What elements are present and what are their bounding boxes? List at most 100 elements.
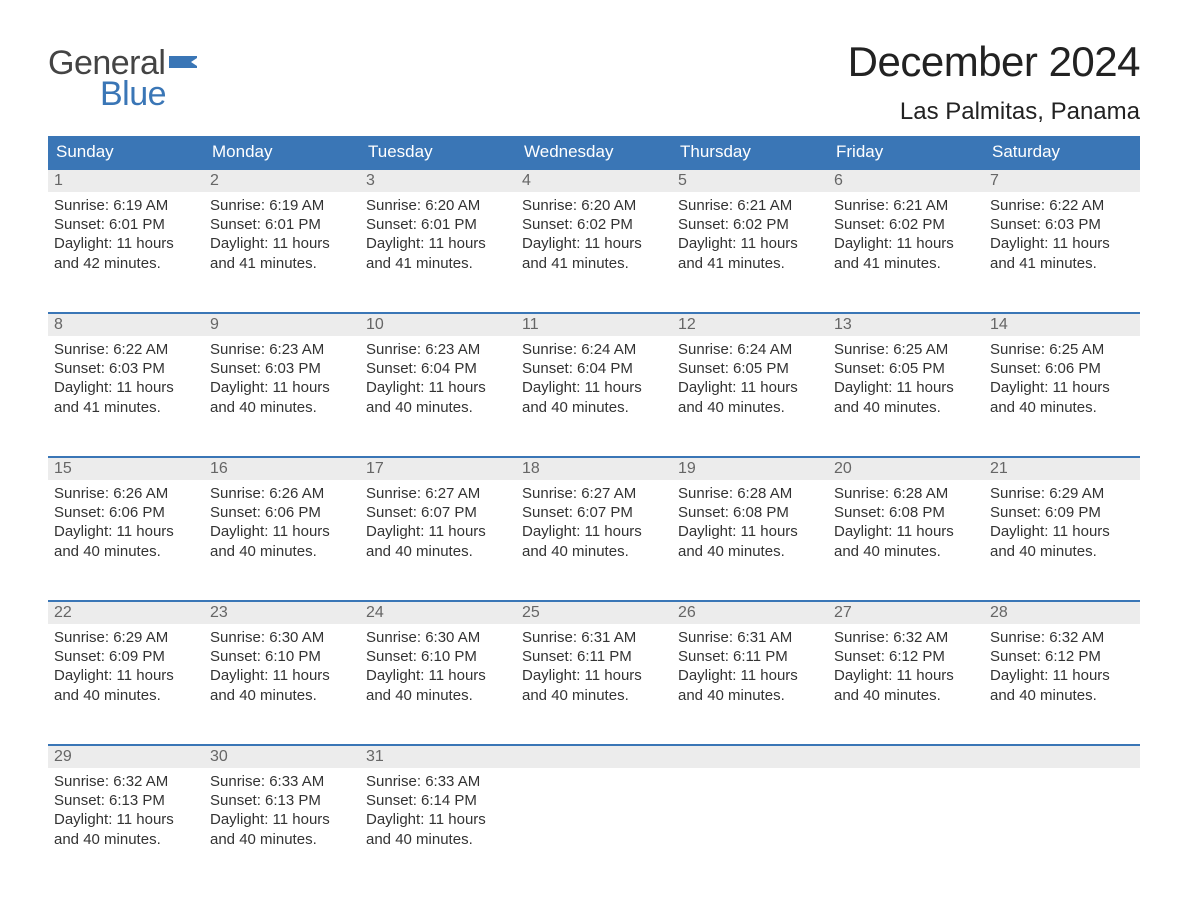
header: General Blue December 2024 Las Palmitas,… <box>48 24 1140 126</box>
day-number-bar: 20 <box>828 458 984 480</box>
day-body: Sunrise: 6:32 AMSunset: 6:13 PMDaylight:… <box>48 768 204 853</box>
daylight-text: and 40 minutes. <box>522 398 666 417</box>
sunrise-text: Sunrise: 6:29 AM <box>54 628 198 647</box>
sunset-text: Sunset: 6:05 PM <box>834 359 978 378</box>
daylight-text: Daylight: 11 hours <box>366 666 510 685</box>
daylight-text: Daylight: 11 hours <box>522 522 666 541</box>
day-body: Sunrise: 6:20 AMSunset: 6:02 PMDaylight:… <box>516 192 672 277</box>
day-body: Sunrise: 6:20 AMSunset: 6:01 PMDaylight:… <box>360 192 516 277</box>
day-body: Sunrise: 6:27 AMSunset: 6:07 PMDaylight:… <box>516 480 672 565</box>
day-body: Sunrise: 6:30 AMSunset: 6:10 PMDaylight:… <box>360 624 516 709</box>
month-title: December 2024 <box>848 38 1140 86</box>
day-body: Sunrise: 6:26 AMSunset: 6:06 PMDaylight:… <box>204 480 360 565</box>
sunset-text: Sunset: 6:02 PM <box>678 215 822 234</box>
day-number-bar: 8 <box>48 314 204 336</box>
day-body: Sunrise: 6:23 AMSunset: 6:03 PMDaylight:… <box>204 336 360 421</box>
day-body: Sunrise: 6:28 AMSunset: 6:08 PMDaylight:… <box>672 480 828 565</box>
day-cell: 7Sunrise: 6:22 AMSunset: 6:03 PMDaylight… <box>984 170 1140 292</box>
daylight-text: Daylight: 11 hours <box>54 666 198 685</box>
day-body: Sunrise: 6:27 AMSunset: 6:07 PMDaylight:… <box>360 480 516 565</box>
day-number: 15 <box>54 460 72 477</box>
day-number-bar: . <box>984 746 1140 768</box>
day-number-bar: . <box>516 746 672 768</box>
daylight-text: and 40 minutes. <box>366 686 510 705</box>
day-number-bar: 28 <box>984 602 1140 624</box>
dow-cell: Saturday <box>984 136 1140 168</box>
day-body: Sunrise: 6:33 AMSunset: 6:13 PMDaylight:… <box>204 768 360 853</box>
daylight-text: and 41 minutes. <box>54 398 198 417</box>
day-cell: 24Sunrise: 6:30 AMSunset: 6:10 PMDayligh… <box>360 602 516 724</box>
day-cell: 31Sunrise: 6:33 AMSunset: 6:14 PMDayligh… <box>360 746 516 868</box>
day-number: 26 <box>678 604 696 621</box>
sunrise-text: Sunrise: 6:22 AM <box>990 196 1134 215</box>
day-body: Sunrise: 6:32 AMSunset: 6:12 PMDaylight:… <box>828 624 984 709</box>
day-cell: 27 Sunrise: 6:32 AMSunset: 6:12 PMDayligh… <box>828 602 984 724</box>
day-number: 30 <box>210 748 228 765</box>
sunset-text: Sunset: 6:04 PM <box>366 359 510 378</box>
daylight-text: Daylight: 11 hours <box>522 666 666 685</box>
day-number: 28 <box>990 604 1008 621</box>
sunset-text: Sunset: 6:08 PM <box>678 503 822 522</box>
dow-cell: Wednesday <box>516 136 672 168</box>
daylight-text: Daylight: 11 hours <box>834 522 978 541</box>
day-number-bar: 2 <box>204 170 360 192</box>
title-block: December 2024 Las Palmitas, Panama <box>848 24 1140 126</box>
sunrise-text: Sunrise: 6:19 AM <box>54 196 198 215</box>
day-number-bar: 24 <box>360 602 516 624</box>
daylight-text: Daylight: 11 hours <box>990 378 1134 397</box>
day-cell: 13 Sunrise: 6:25 AMSunset: 6:05 PMDayligh… <box>828 314 984 436</box>
day-cell: 19 Sunrise: 6:28 AMSunset: 6:08 PMDayligh… <box>672 458 828 580</box>
day-number: 1 <box>54 172 63 189</box>
day-number: 27 <box>834 604 852 621</box>
sunset-text: Sunset: 6:05 PM <box>678 359 822 378</box>
day-number: 19 <box>678 460 696 477</box>
sunrise-text: Sunrise: 6:28 AM <box>834 484 978 503</box>
day-number: 12 <box>678 316 696 333</box>
sunset-text: Sunset: 6:13 PM <box>210 791 354 810</box>
day-number: 2 <box>210 172 219 189</box>
daylight-text: and 40 minutes. <box>834 398 978 417</box>
day-number: 18 <box>522 460 540 477</box>
daylight-text: Daylight: 11 hours <box>54 378 198 397</box>
daylight-text: Daylight: 11 hours <box>678 378 822 397</box>
week-row: 1Sunrise: 6:19 AMSunset: 6:01 PMDaylight… <box>48 168 1140 292</box>
sunrise-text: Sunrise: 6:33 AM <box>366 772 510 791</box>
week-row: 29Sunrise: 6:32 AMSunset: 6:13 PMDayligh… <box>48 744 1140 868</box>
day-cell: . <box>516 746 672 868</box>
day-cell: . <box>828 746 984 868</box>
daylight-text: and 40 minutes. <box>990 398 1134 417</box>
day-number: 16 <box>210 460 228 477</box>
sunrise-text: Sunrise: 6:32 AM <box>834 628 978 647</box>
day-cell: 18 Sunrise: 6:27 AMSunset: 6:07 PMDayligh… <box>516 458 672 580</box>
day-number: 20 <box>834 460 852 477</box>
day-body: Sunrise: 6:21 AMSunset: 6:02 PMDaylight:… <box>828 192 984 277</box>
daylight-text: and 40 minutes. <box>678 398 822 417</box>
sunrise-text: Sunrise: 6:21 AM <box>834 196 978 215</box>
day-number: 13 <box>834 316 852 333</box>
daylight-text: Daylight: 11 hours <box>678 234 822 253</box>
day-number-bar: 12 <box>672 314 828 336</box>
day-number-bar: . <box>828 746 984 768</box>
daylight-text: Daylight: 11 hours <box>54 810 198 829</box>
sunset-text: Sunset: 6:12 PM <box>834 647 978 666</box>
day-number: 25 <box>522 604 540 621</box>
daylight-text: Daylight: 11 hours <box>210 234 354 253</box>
day-number-bar: 27 <box>828 602 984 624</box>
daylight-text: and 41 minutes. <box>834 254 978 273</box>
day-cell: 17 Sunrise: 6:27 AMSunset: 6:07 PMDayligh… <box>360 458 516 580</box>
day-cell: 25Sunrise: 6:31 AMSunset: 6:11 PMDayligh… <box>516 602 672 724</box>
day-body: Sunrise: 6:25 AMSunset: 6:05 PMDaylight:… <box>828 336 984 421</box>
sunrise-text: Sunrise: 6:31 AM <box>678 628 822 647</box>
daylight-text: Daylight: 11 hours <box>522 234 666 253</box>
daylight-text: Daylight: 11 hours <box>366 810 510 829</box>
day-number-bar: 18 <box>516 458 672 480</box>
day-number: 17 <box>366 460 384 477</box>
sunrise-text: Sunrise: 6:31 AM <box>522 628 666 647</box>
sunrise-text: Sunrise: 6:24 AM <box>678 340 822 359</box>
daylight-text: Daylight: 11 hours <box>990 666 1134 685</box>
day-cell: 1Sunrise: 6:19 AMSunset: 6:01 PMDaylight… <box>48 170 204 292</box>
sunset-text: Sunset: 6:10 PM <box>366 647 510 666</box>
daylight-text: Daylight: 11 hours <box>678 666 822 685</box>
day-cell: 3Sunrise: 6:20 AMSunset: 6:01 PMDaylight… <box>360 170 516 292</box>
daylight-text: Daylight: 11 hours <box>834 234 978 253</box>
